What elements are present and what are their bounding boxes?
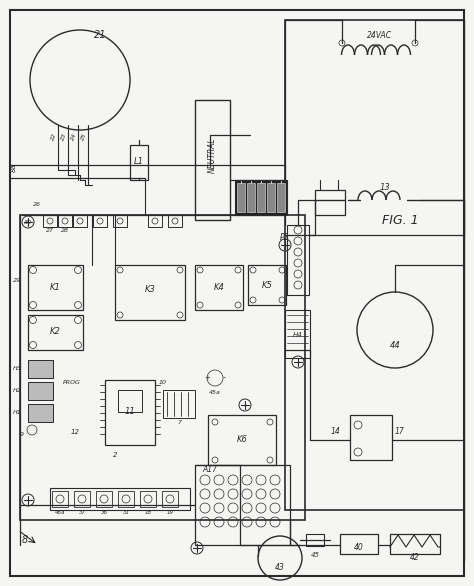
Text: 23: 23 bbox=[60, 132, 67, 142]
Bar bbox=[287, 225, 309, 295]
Text: 43: 43 bbox=[275, 564, 285, 573]
Text: 24: 24 bbox=[70, 132, 77, 142]
Text: P2: P2 bbox=[280, 233, 290, 243]
Bar bbox=[113, 215, 127, 227]
Bar bbox=[140, 491, 156, 507]
Text: 42: 42 bbox=[410, 554, 420, 563]
Bar bbox=[118, 390, 142, 412]
Bar bbox=[28, 404, 53, 422]
Text: -: - bbox=[222, 373, 226, 383]
Bar bbox=[93, 215, 107, 227]
Text: H2: H2 bbox=[13, 389, 22, 394]
Text: 45: 45 bbox=[310, 552, 319, 558]
Text: K1: K1 bbox=[50, 282, 61, 291]
Bar bbox=[96, 491, 112, 507]
Text: 29: 29 bbox=[13, 278, 21, 282]
Bar bbox=[28, 382, 53, 400]
Text: 40: 40 bbox=[354, 543, 364, 553]
Text: FIG. 1: FIG. 1 bbox=[382, 213, 419, 227]
Text: H3: H3 bbox=[13, 366, 22, 372]
Text: K5: K5 bbox=[262, 281, 273, 289]
Text: 11: 11 bbox=[125, 407, 136, 417]
Text: 45a: 45a bbox=[209, 390, 221, 394]
Text: A17: A17 bbox=[202, 465, 218, 475]
Bar bbox=[163, 390, 195, 418]
Bar bbox=[315, 190, 345, 215]
Bar bbox=[28, 315, 83, 350]
Text: K3: K3 bbox=[145, 285, 155, 295]
Bar bbox=[285, 310, 310, 358]
Text: NEUTRAL: NEUTRAL bbox=[208, 137, 217, 173]
Text: H1: H1 bbox=[13, 411, 22, 415]
Text: 31: 31 bbox=[122, 509, 129, 515]
Text: 10: 10 bbox=[159, 380, 167, 384]
Text: 44: 44 bbox=[390, 340, 401, 349]
Text: 46a: 46a bbox=[55, 509, 65, 515]
Bar bbox=[267, 183, 275, 212]
Text: 36: 36 bbox=[100, 509, 108, 515]
Text: 7: 7 bbox=[177, 420, 181, 424]
Text: 14: 14 bbox=[330, 428, 340, 437]
Bar bbox=[43, 215, 57, 227]
Bar bbox=[350, 415, 392, 460]
Bar bbox=[74, 491, 90, 507]
Bar bbox=[105, 380, 155, 445]
Text: 27: 27 bbox=[46, 227, 54, 233]
Bar bbox=[208, 415, 276, 465]
Text: 2: 2 bbox=[113, 452, 117, 458]
Bar bbox=[58, 215, 72, 227]
Bar bbox=[28, 265, 83, 310]
Text: K6: K6 bbox=[237, 435, 247, 445]
Bar bbox=[248, 265, 286, 305]
Text: 26: 26 bbox=[33, 203, 41, 207]
Text: 8: 8 bbox=[22, 535, 28, 545]
Text: 28: 28 bbox=[61, 227, 69, 233]
Bar bbox=[390, 534, 440, 554]
Text: 37: 37 bbox=[79, 509, 85, 515]
Bar bbox=[50, 488, 190, 510]
Bar bbox=[162, 491, 178, 507]
Bar bbox=[195, 465, 290, 545]
Bar bbox=[195, 265, 243, 310]
Bar bbox=[237, 183, 245, 212]
Text: 8a: 8a bbox=[11, 163, 17, 172]
Text: 24VAC: 24VAC bbox=[367, 30, 392, 39]
Bar bbox=[115, 265, 185, 320]
Text: 18: 18 bbox=[145, 509, 152, 515]
Bar bbox=[28, 360, 53, 378]
Bar bbox=[277, 183, 285, 212]
Text: 17: 17 bbox=[395, 428, 405, 437]
Text: K4: K4 bbox=[214, 282, 224, 291]
Bar bbox=[118, 491, 134, 507]
Text: 25: 25 bbox=[80, 132, 87, 142]
Bar bbox=[340, 534, 378, 554]
Text: +: + bbox=[204, 375, 210, 381]
Bar bbox=[73, 215, 87, 227]
Bar bbox=[52, 491, 68, 507]
Bar bbox=[195, 100, 230, 220]
Bar bbox=[148, 215, 162, 227]
Bar bbox=[235, 180, 287, 215]
Bar bbox=[285, 20, 464, 510]
Text: 19: 19 bbox=[166, 509, 173, 515]
Text: 12: 12 bbox=[71, 429, 80, 435]
Text: L1: L1 bbox=[134, 158, 144, 166]
Bar bbox=[130, 145, 148, 180]
Bar bbox=[247, 183, 255, 212]
Bar bbox=[168, 215, 182, 227]
Text: 13: 13 bbox=[380, 183, 391, 192]
Text: 9: 9 bbox=[20, 432, 24, 438]
Text: PROG: PROG bbox=[63, 380, 81, 384]
Text: 22: 22 bbox=[50, 132, 57, 142]
Bar bbox=[306, 534, 324, 546]
Bar bbox=[20, 215, 305, 520]
Text: K2: K2 bbox=[50, 328, 61, 336]
Bar bbox=[257, 183, 265, 212]
Text: 21: 21 bbox=[94, 30, 106, 40]
Text: H4: H4 bbox=[293, 332, 303, 338]
Text: 30: 30 bbox=[24, 220, 32, 224]
